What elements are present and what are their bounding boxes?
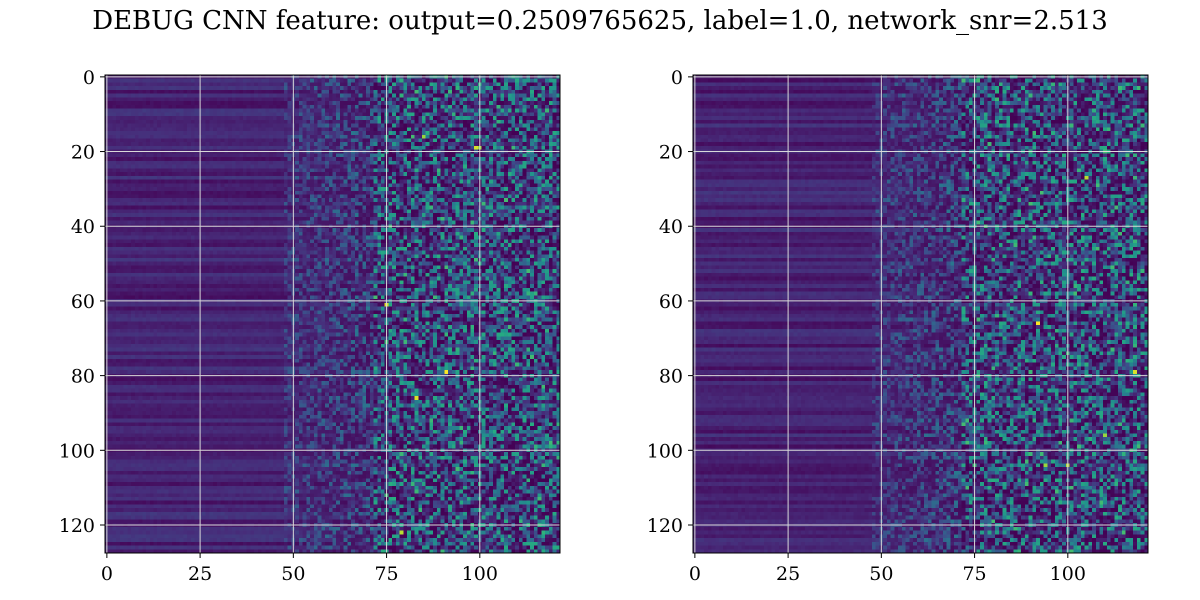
x-tick-label: 0 [689,563,701,585]
x-tick-label: 25 [188,563,212,585]
y-tick-label: 80 [71,366,95,388]
x-tick-label: 75 [374,563,398,585]
y-tick-label: 80 [659,366,683,388]
heatmap-panel-left: 0 25 50 75 100 0 20 40 60 80 100 120 [59,67,561,585]
y-tick-label: 0 [671,67,683,89]
y-tick-label: 120 [647,515,683,537]
y-tick-label: 60 [71,291,95,313]
axes-frame [692,74,1149,554]
heatmap-image [105,75,560,553]
y-tick-label: 20 [71,142,95,164]
y-tick-label: 40 [71,216,95,238]
heatmap-panel-right: 0 25 50 75 100 0 20 40 60 80 100 120 [647,67,1149,585]
y-tick-label: 100 [59,440,95,462]
figure-title: DEBUG CNN feature: output=0.2509765625, … [92,6,1108,36]
y-tick-label: 20 [659,142,683,164]
axes-frame [104,74,561,554]
x-tick-label: 100 [462,563,498,585]
x-tick-label: 50 [869,563,893,585]
y-tick-label: 100 [647,440,683,462]
x-tick-label: 50 [281,563,305,585]
x-tick-label: 0 [101,563,113,585]
heatmap-image [693,75,1148,553]
y-tick-label: 60 [659,291,683,313]
y-tick-label: 120 [59,515,95,537]
x-tick-label: 25 [776,563,800,585]
x-tick-label: 100 [1050,563,1086,585]
y-tick-label: 0 [83,67,95,89]
x-tick-label: 75 [962,563,986,585]
y-tick-label: 40 [659,216,683,238]
